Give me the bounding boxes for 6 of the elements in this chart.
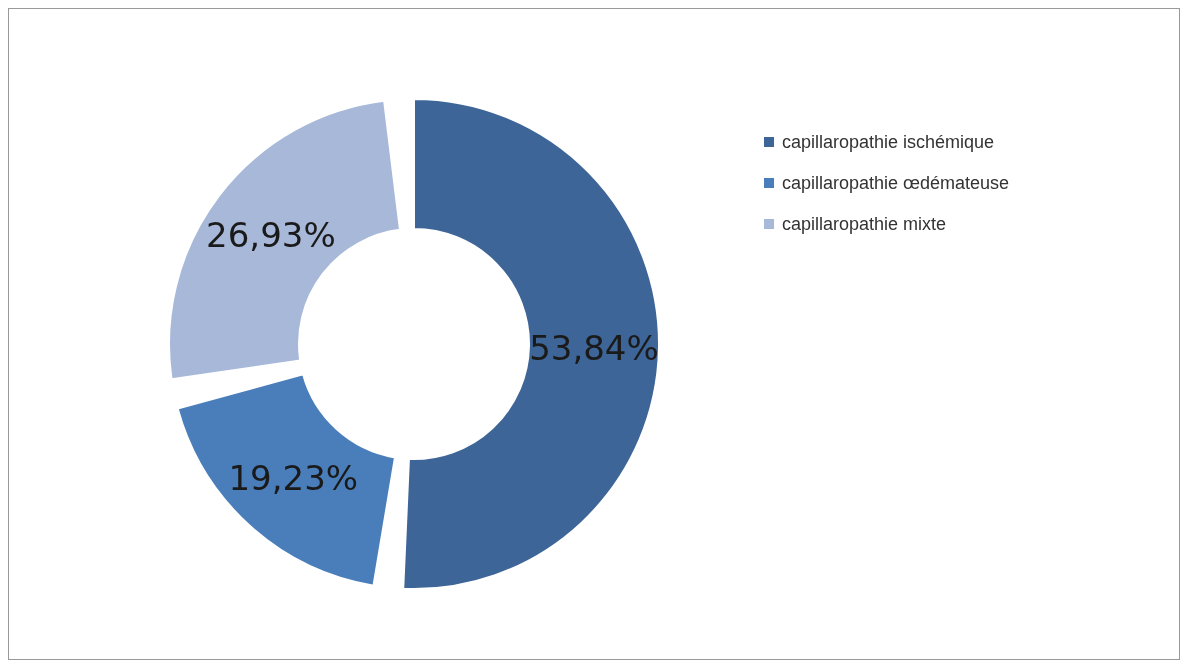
legend-label: capillaropathie mixte (782, 213, 947, 235)
legend-label: capillaropathie ischémique (782, 131, 995, 153)
data-label: 26,93% (206, 214, 336, 255)
legend-label: capillaropathie œdémateuse (782, 172, 1010, 194)
data-label: 53,84% (529, 327, 659, 368)
data-label: 19,23% (228, 457, 359, 498)
